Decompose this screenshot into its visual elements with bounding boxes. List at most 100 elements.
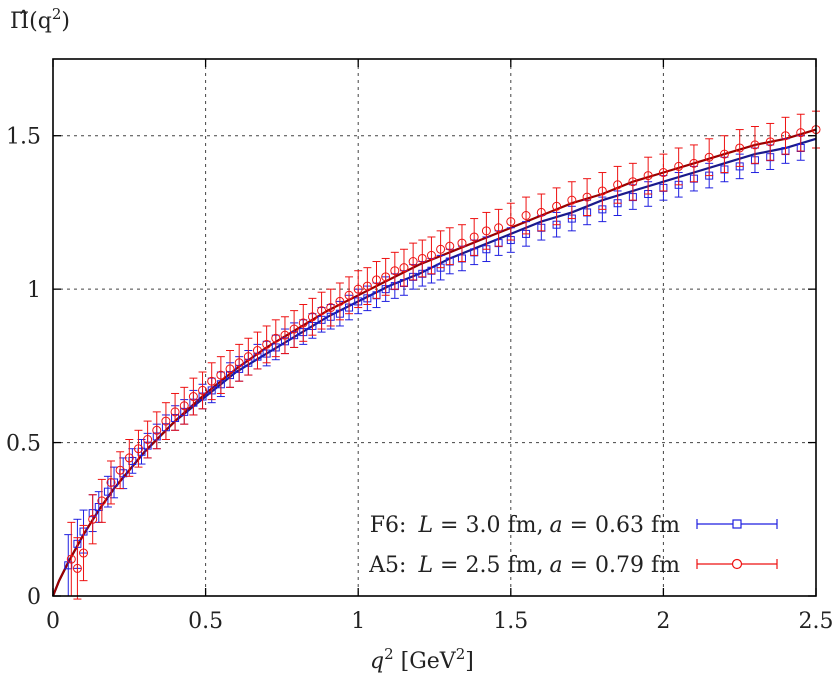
legend-a5-a: a (549, 553, 562, 578)
tick-labels: 0 0.5 1 1.5 2 2.5 0 0.5 1 1.5 (6, 125, 832, 634)
point-a5 (494, 223, 504, 233)
point-a5 (289, 324, 299, 334)
point-a5 (97, 496, 107, 506)
point-a5 (457, 238, 467, 248)
grid-lines (53, 59, 816, 596)
point-a5 (469, 232, 479, 242)
x-tick-label: 0.5 (188, 609, 223, 634)
point-a5 (326, 303, 336, 313)
legend-label-a5: A5: L = 2.5 fm, a = 0.79 fm (368, 553, 680, 578)
point-a5 (188, 392, 198, 402)
point-a5 (506, 217, 516, 227)
legend: F6: L = 3.0 fm, a = 0.63 fm A5: L = 2.5 fm,… (368, 513, 778, 578)
point-a5 (317, 306, 327, 316)
point-a5 (115, 465, 125, 475)
x-tick-label: 1.5 (493, 609, 528, 634)
point-a5 (143, 435, 153, 445)
legend-keys (696, 519, 778, 570)
point-a5 (689, 158, 699, 168)
point-a5 (243, 352, 253, 362)
point-a5 (133, 444, 143, 454)
point-a5 (735, 143, 745, 153)
point-a5 (704, 152, 714, 162)
point-a5 (521, 210, 531, 220)
x-axis-title-tail: ] (465, 649, 474, 674)
point-a5 (536, 207, 546, 217)
point-a5 (408, 257, 418, 267)
point-a5 (271, 333, 281, 343)
point-a5 (780, 131, 790, 141)
point-a5 (252, 346, 262, 356)
legend-label-f6: F6: L = 3.0 fm, a = 0.63 fm (370, 513, 680, 538)
point-a5 (280, 330, 290, 340)
point-a5 (79, 548, 89, 558)
legend-f6-L: L (417, 513, 433, 538)
data-points (64, 110, 821, 600)
point-a5 (436, 244, 446, 254)
point-a5 (66, 554, 76, 564)
legend-a5-a-value: = 0.79 fm (563, 553, 681, 578)
point-a5 (597, 186, 607, 196)
x-tick-label: 2.5 (799, 609, 832, 634)
legend-key-marker-f6 (732, 519, 742, 529)
point-a5 (298, 318, 308, 328)
y-tick-label: 0 (27, 585, 41, 610)
point-a5 (344, 290, 354, 300)
legend-key-marker-a5 (731, 558, 743, 570)
legend-f6-a: a (549, 513, 562, 538)
point-a5 (417, 253, 427, 263)
point-a5 (426, 250, 436, 260)
point-a5 (307, 312, 317, 322)
point-a5 (399, 263, 409, 273)
point-a5 (372, 275, 382, 285)
point-a5 (72, 563, 82, 573)
axis-ticks (52, 59, 817, 597)
y-tick-label: 1.5 (6, 125, 41, 150)
point-a5 (390, 266, 400, 276)
point-a5 (152, 425, 162, 435)
x-tick-label: 1 (351, 609, 365, 634)
point-a5 (481, 226, 491, 236)
point-a5 (643, 171, 653, 181)
y-tick-label: 1 (27, 278, 41, 303)
legend-f6-L-value: = 3.0 fm, (433, 513, 543, 538)
legend-f6-prefix: F6: (370, 513, 407, 538)
y-axis-title-base: Π̂(q (10, 9, 52, 34)
point-a5 (234, 358, 244, 368)
legend-a5-L: L (417, 553, 433, 578)
point-a5 (353, 284, 363, 294)
point-a5 (567, 195, 577, 205)
plot-frame (52, 58, 817, 597)
x-axis-title-sup2: 2 (456, 645, 466, 663)
point-a5 (335, 296, 345, 306)
point-a5 (658, 168, 668, 178)
point-a5 (198, 385, 208, 395)
point-a5 (262, 339, 272, 349)
y-axis-title: Π̂(q2) (10, 5, 70, 34)
x-axis-title-sup1: 2 (384, 645, 394, 663)
point-a5 (207, 376, 217, 386)
point-a5 (628, 177, 638, 187)
point-a5 (674, 161, 684, 171)
y-axis-title-tail: ) (61, 9, 70, 34)
point-a5 (179, 401, 189, 411)
point-a5 (216, 370, 226, 380)
legend-f6-a-value: = 0.63 fm (563, 513, 681, 538)
x-axis-title-q: q (370, 649, 384, 674)
point-a5 (750, 140, 760, 150)
point-a5 (225, 364, 235, 374)
y-tick-label: 0.5 (6, 432, 41, 457)
point-a5 (552, 201, 562, 211)
point-a5 (88, 514, 98, 524)
legend-a5-L-value: = 2.5 fm, (433, 553, 543, 578)
point-a5 (381, 272, 391, 282)
x-axis-title-mid: [GeV (394, 649, 457, 674)
point-a5 (765, 137, 775, 147)
x-axis-title: q2 [GeV2] (370, 645, 474, 674)
point-a5 (362, 281, 372, 291)
point-a5 (613, 180, 623, 190)
x-tick-label: 2 (656, 609, 670, 634)
point-a5 (124, 453, 134, 463)
point-a5 (796, 128, 806, 138)
